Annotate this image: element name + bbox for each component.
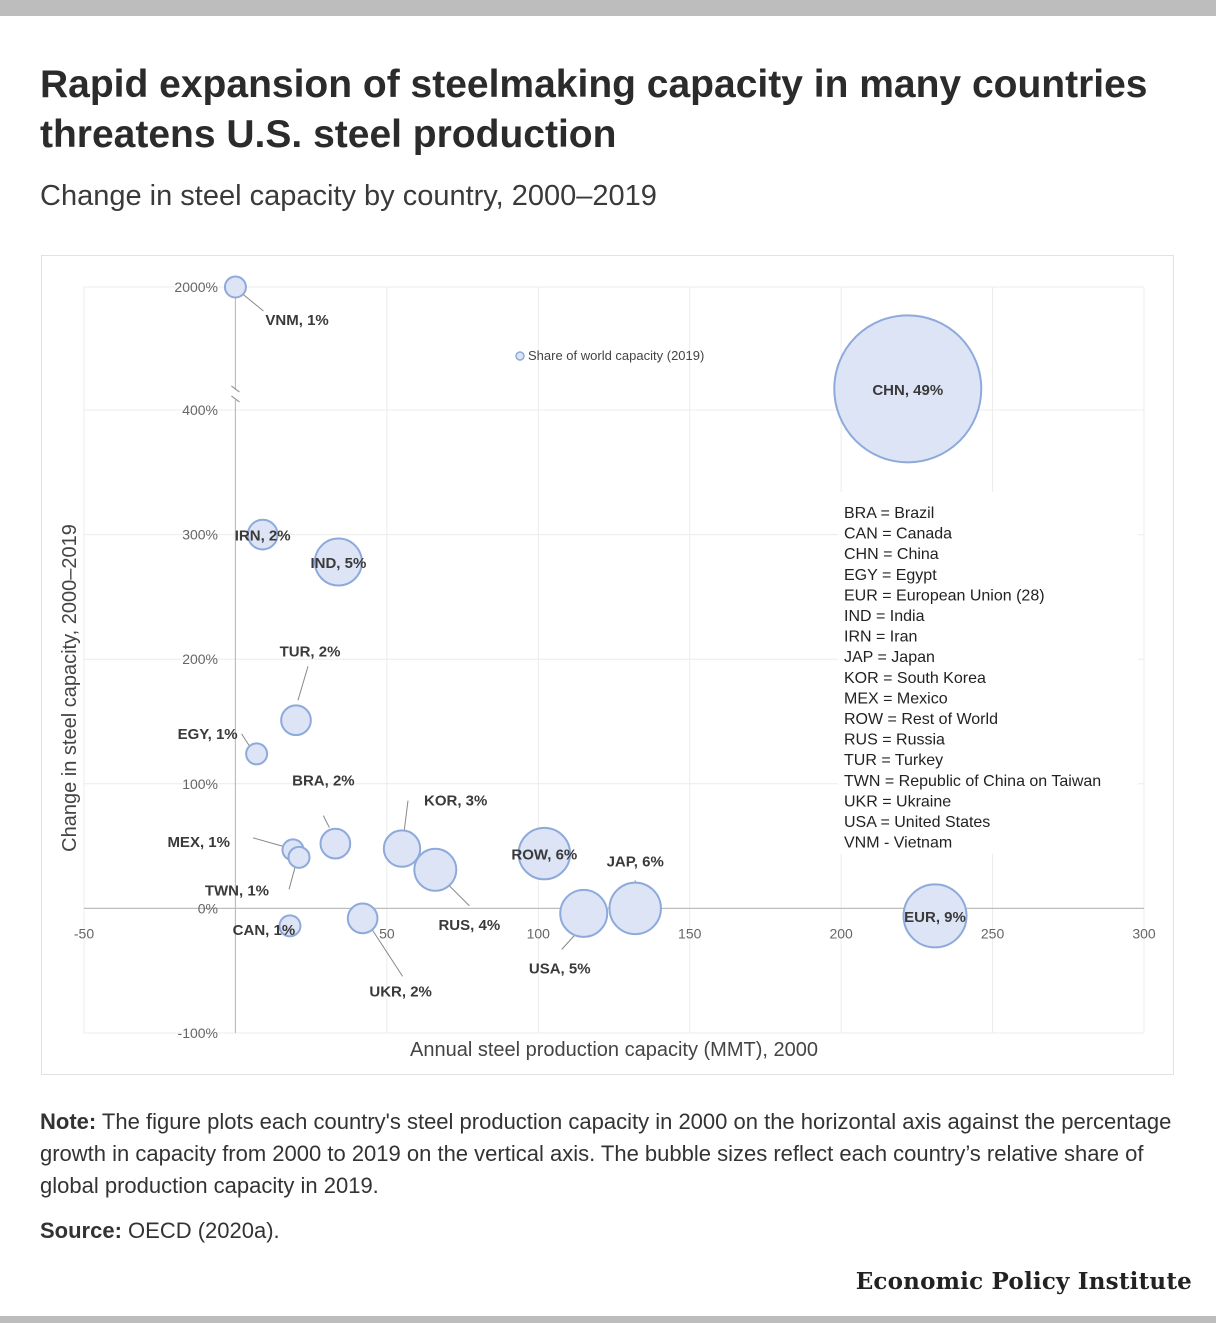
abbreviation-item: RUS = Russia (844, 732, 945, 749)
leader-line-bra (322, 815, 330, 828)
abbreviation-item: ROW = Rest of World (844, 711, 998, 728)
chart-note: Note: The figure plots each country's st… (40, 1106, 1180, 1202)
x-tick-label: 50 (379, 925, 395, 941)
bubble-label-egy: EGY, 1% (178, 726, 238, 743)
bubble-label-rus: RUS, 4% (438, 917, 500, 934)
y-tick-label: 0% (198, 900, 218, 916)
bubble-layer (223, 275, 983, 949)
bubble-label-eur: EUR, 9% (904, 909, 966, 926)
axis-layer (231, 287, 240, 1033)
x-tick-label: 250 (981, 925, 1005, 941)
abbreviation-item: USA = United States (844, 814, 990, 831)
note-text: The figure plots each country's steel pr… (40, 1109, 1172, 1198)
leader-line-ukr (372, 930, 404, 977)
bubble-label-can: CAN, 1% (233, 922, 296, 939)
bubble-eur (902, 883, 968, 949)
y-tick-label: 100% (182, 776, 218, 792)
tick-label-layer: -100% 0% 100% 200% 300% 400% 2000% -50 50 100 150 2… (74, 279, 1156, 1041)
bubble-irn (246, 518, 279, 551)
bubble-chn (833, 314, 983, 464)
bubble-label-jap: JAP, 6% (607, 853, 664, 870)
bubble-label-usa: USA, 5% (529, 960, 591, 977)
bubble-jap (608, 881, 662, 936)
chart-title: Rapid expansion of steelmaking capacity … (40, 63, 1148, 156)
chart-subtitle: Change in steel capacity by country, 200… (40, 180, 657, 212)
bubble-label-tur: TUR, 2% (280, 643, 341, 660)
chart-source: Source: OECD (2020a). (40, 1216, 280, 1246)
abbreviation-item: EGY = Egypt (844, 567, 937, 584)
abbreviation-item: CHN = China (844, 546, 939, 563)
y-axis-title: Change in steel capacity, 2000–2019 (59, 524, 81, 852)
abbreviation-item: UKR = Ukraine (844, 793, 951, 810)
top-border-bar (0, 0, 1216, 16)
bubble-label-kor: KOR, 3% (424, 793, 487, 810)
bubble-label-irn: IRN, 2% (235, 528, 291, 545)
abbreviation-item: JAP = Japan (844, 649, 935, 666)
abbreviation-item: IND = India (844, 608, 925, 625)
bubble-kor (382, 829, 422, 868)
bubble-label-ukr: UKR, 2% (369, 983, 432, 1000)
abbreviation-item: KOR = South Korea (844, 670, 986, 687)
y-tick-label: -100% (178, 1025, 218, 1041)
bubble-label-vnm: VNM, 1% (265, 312, 328, 329)
abbreviation-item: IRN = Iran (844, 629, 917, 646)
abbreviation-item: CAN = Canada (844, 526, 952, 543)
abbreviation-key: BRA = Brazil CAN = Canada CHN = China EGY =… (838, 492, 1138, 854)
x-tick-label: 200 (829, 925, 853, 941)
bubble-label-mex: MEX, 1% (167, 834, 230, 851)
abbreviation-item: BRA = Brazil (844, 505, 934, 522)
bubble-label-twn: TWN, 1% (205, 882, 269, 899)
abbreviation-key-background (838, 492, 1138, 854)
x-tick-label: 300 (1132, 925, 1156, 941)
y-tick-label: 2000% (174, 279, 218, 295)
leader-line-tur (297, 666, 309, 701)
abbreviation-item: VNM - Vietnam (844, 835, 952, 852)
size-legend: Share of world capacity (2019) (515, 348, 704, 363)
bubble-label-layer: VNM, 1% CHN, 49% IRN, 2% IND, 5% TUR, 2% EGY,… (167, 312, 965, 1000)
x-tick-label: 150 (678, 925, 702, 941)
size-legend-marker (515, 351, 525, 361)
abbreviation-item: TWN = Republic of China on Taiwan (844, 773, 1101, 790)
source-text: OECD (2020a). (121, 1218, 280, 1243)
bottom-border-bar (0, 1316, 1216, 1323)
x-axis-title: Annual steel production capacity (MMT), … (410, 1039, 818, 1061)
leader-line-vnm (241, 292, 264, 312)
y-tick-label: 300% (182, 527, 218, 543)
bubble-chart: -100% 0% 100% 200% 300% 400% 2000% -50 50 100 150 2… (59, 275, 1156, 1061)
bubble-vnm (223, 275, 247, 299)
epi-logo-wordmark: Economic Policy Institute (855, 1268, 1192, 1295)
axis-break-marker (231, 385, 240, 403)
leader-line-mex (252, 837, 286, 848)
bubble-ind (313, 537, 363, 587)
bubble-tur (280, 704, 312, 737)
bubble-can (278, 914, 302, 938)
bubble-row (517, 826, 572, 881)
note-label: Note: (40, 1109, 97, 1134)
leader-line-twn (288, 867, 296, 890)
bubble-bra (319, 827, 352, 860)
chart-frame: -100% 0% 100% 200% 300% 400% 2000% -50 50 100 150 2… (41, 255, 1174, 1075)
bubble-label-chn: CHN, 49% (872, 382, 943, 399)
abbreviation-item: MEX = Mexico (844, 690, 948, 707)
bubble-rus (413, 847, 458, 892)
abbreviation-item: TUR = Turkey (844, 752, 943, 769)
x-tick-label: 100 (527, 925, 551, 941)
bubble-label-ind: IND, 5% (310, 555, 366, 572)
bubble-egy (245, 742, 269, 766)
source-label: Source: (40, 1218, 122, 1243)
bubble-label-row: ROW, 6% (511, 847, 577, 864)
y-tick-label: 200% (182, 651, 218, 667)
bubble-ukr (346, 902, 379, 935)
bubble-usa (559, 888, 609, 938)
abbreviation-item: EUR = European Union (28) (844, 587, 1045, 604)
size-legend-label: Share of world capacity (2019) (528, 348, 704, 363)
bubble-twn (287, 845, 311, 869)
bubble-label-bra: BRA, 2% (292, 773, 355, 790)
x-tick-label: -50 (74, 925, 94, 941)
y-tick-label: 400% (182, 402, 218, 418)
